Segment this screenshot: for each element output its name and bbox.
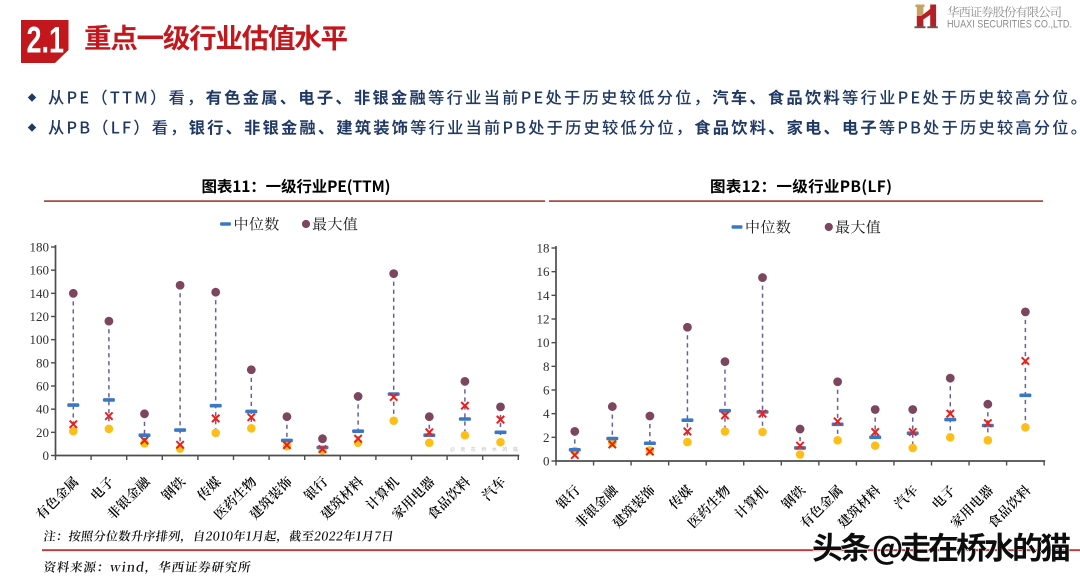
svg-text:160: 160 [30, 263, 50, 278]
svg-text:12: 12 [537, 312, 550, 327]
svg-text:0: 0 [543, 454, 550, 469]
svg-text:16: 16 [537, 264, 551, 279]
svg-text:100: 100 [30, 332, 50, 347]
svg-text:2: 2 [543, 430, 550, 445]
svg-text:60: 60 [36, 379, 49, 394]
svg-text:8: 8 [543, 359, 550, 374]
svg-text:180: 180 [30, 240, 50, 255]
svg-text:20: 20 [36, 425, 49, 440]
svg-text:0: 0 [43, 448, 50, 463]
svg-text:18: 18 [537, 241, 550, 256]
svg-text:10: 10 [537, 335, 550, 350]
svg-text:140: 140 [30, 286, 50, 301]
svg-text:120: 120 [30, 309, 50, 324]
svg-text:80: 80 [36, 355, 49, 370]
svg-text:40: 40 [36, 402, 49, 417]
svg-text:HUAXI SECURITIES CO.,LTD.: HUAXI SECURITIES CO.,LTD. [947, 19, 1072, 31]
svg-text:14: 14 [537, 288, 551, 303]
svg-text:4: 4 [543, 406, 550, 421]
svg-text:2.1: 2.1 [27, 20, 65, 61]
svg-text:6: 6 [543, 383, 550, 398]
